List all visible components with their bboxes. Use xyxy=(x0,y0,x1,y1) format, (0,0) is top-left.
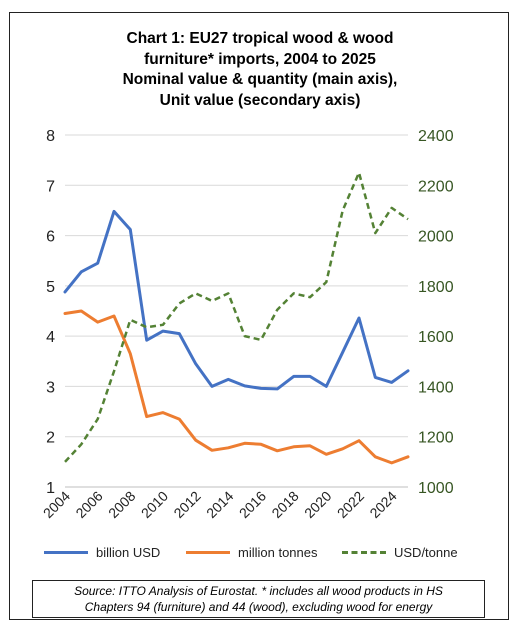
primary-axis-tick-label: 2 xyxy=(46,430,55,447)
x-axis-tick-label: 2018 xyxy=(268,488,301,521)
series-line-billion-usd xyxy=(63,209,410,391)
secondary-axis-tick-label: 1600 xyxy=(418,329,454,346)
x-axis-tick-label: 2014 xyxy=(203,488,236,521)
x-axis-tick-label: 2024 xyxy=(366,488,399,521)
legend-swatch-million-tonnes xyxy=(186,551,230,554)
legend-item-billion-usd: billion USD xyxy=(44,545,160,560)
legend-label-usd-per-tonne: USD/tonne xyxy=(394,545,458,560)
primary-axis-tick-label: 1 xyxy=(46,480,55,497)
x-axis-tick-label: 2010 xyxy=(138,488,171,521)
x-axis-tick-label: 2006 xyxy=(72,488,105,521)
x-axis-tick-label: 2020 xyxy=(301,488,334,521)
chart-title-line-1: Chart 1: EU27 tropical wood & wood xyxy=(126,30,394,47)
secondary-axis-tick-label: 1000 xyxy=(418,480,454,497)
chart-title-line-3: Nominal value & quantity (main axis), xyxy=(122,71,398,88)
source-note-line-1: Source: ITTO Analysis of Eurostat. * inc… xyxy=(74,584,443,598)
primary-axis-tick-label: 5 xyxy=(46,279,55,296)
series-line-million-tonnes xyxy=(63,309,410,465)
x-axis-tick-label: 2012 xyxy=(170,488,203,521)
legend-label-million-tonnes: million tonnes xyxy=(238,545,318,560)
primary-axis-tick-label: 3 xyxy=(46,379,55,396)
legend-item-million-tonnes: million tonnes xyxy=(186,545,318,560)
chart-title: Chart 1: EU27 tropical wood & wood furni… xyxy=(10,29,510,111)
x-axis-tick-label: 2004 xyxy=(40,488,73,521)
chart-title-line-2: furniture* imports, 2004 to 2025 xyxy=(144,50,376,68)
chart-frame: Chart 1: EU27 tropical wood & wood furni… xyxy=(9,12,509,620)
legend-item-usd-per-tonne: USD/tonne xyxy=(342,545,458,560)
chart-legend: billion USD million tonnes USD/tonne xyxy=(10,545,510,565)
chart-title-line-4: Unit value (secondary axis) xyxy=(159,91,361,109)
primary-axis-tick-label: 6 xyxy=(46,229,55,246)
legend-label-billion-usd: billion USD xyxy=(96,545,161,560)
primary-axis-tick-label: 8 xyxy=(46,128,55,145)
legend-swatch-usd-per-tonne xyxy=(342,551,386,554)
x-axis-tick-label: 2022 xyxy=(334,488,367,521)
primary-axis-tick-label: 7 xyxy=(46,178,55,195)
source-note-line-2: Chapters 94 (furniture) and 44 (wood), e… xyxy=(84,600,433,614)
primary-axis-tick-label: 4 xyxy=(46,329,55,346)
series-line-usd-per-tonne xyxy=(64,171,409,463)
source-note: Source: ITTO Analysis of Eurostat. * inc… xyxy=(32,580,485,618)
secondary-axis-tick-label: 1200 xyxy=(418,430,454,447)
secondary-axis-tick-label: 1800 xyxy=(418,279,454,296)
x-axis-tick-label: 2016 xyxy=(236,488,269,521)
line-chart: 1 2 3 4 5 6 7 8 1000 1200 1400 1600 1800 2000 2200 2400… xyxy=(40,128,454,521)
legend-swatch-billion-usd xyxy=(44,551,88,554)
x-axis-tick-label: 2008 xyxy=(105,488,138,521)
secondary-axis-tick-label: 1400 xyxy=(418,379,454,396)
secondary-axis-tick-label: 2000 xyxy=(418,229,454,246)
secondary-axis-tick-label: 2200 xyxy=(418,178,454,195)
secondary-axis-tick-label: 2400 xyxy=(418,128,454,145)
